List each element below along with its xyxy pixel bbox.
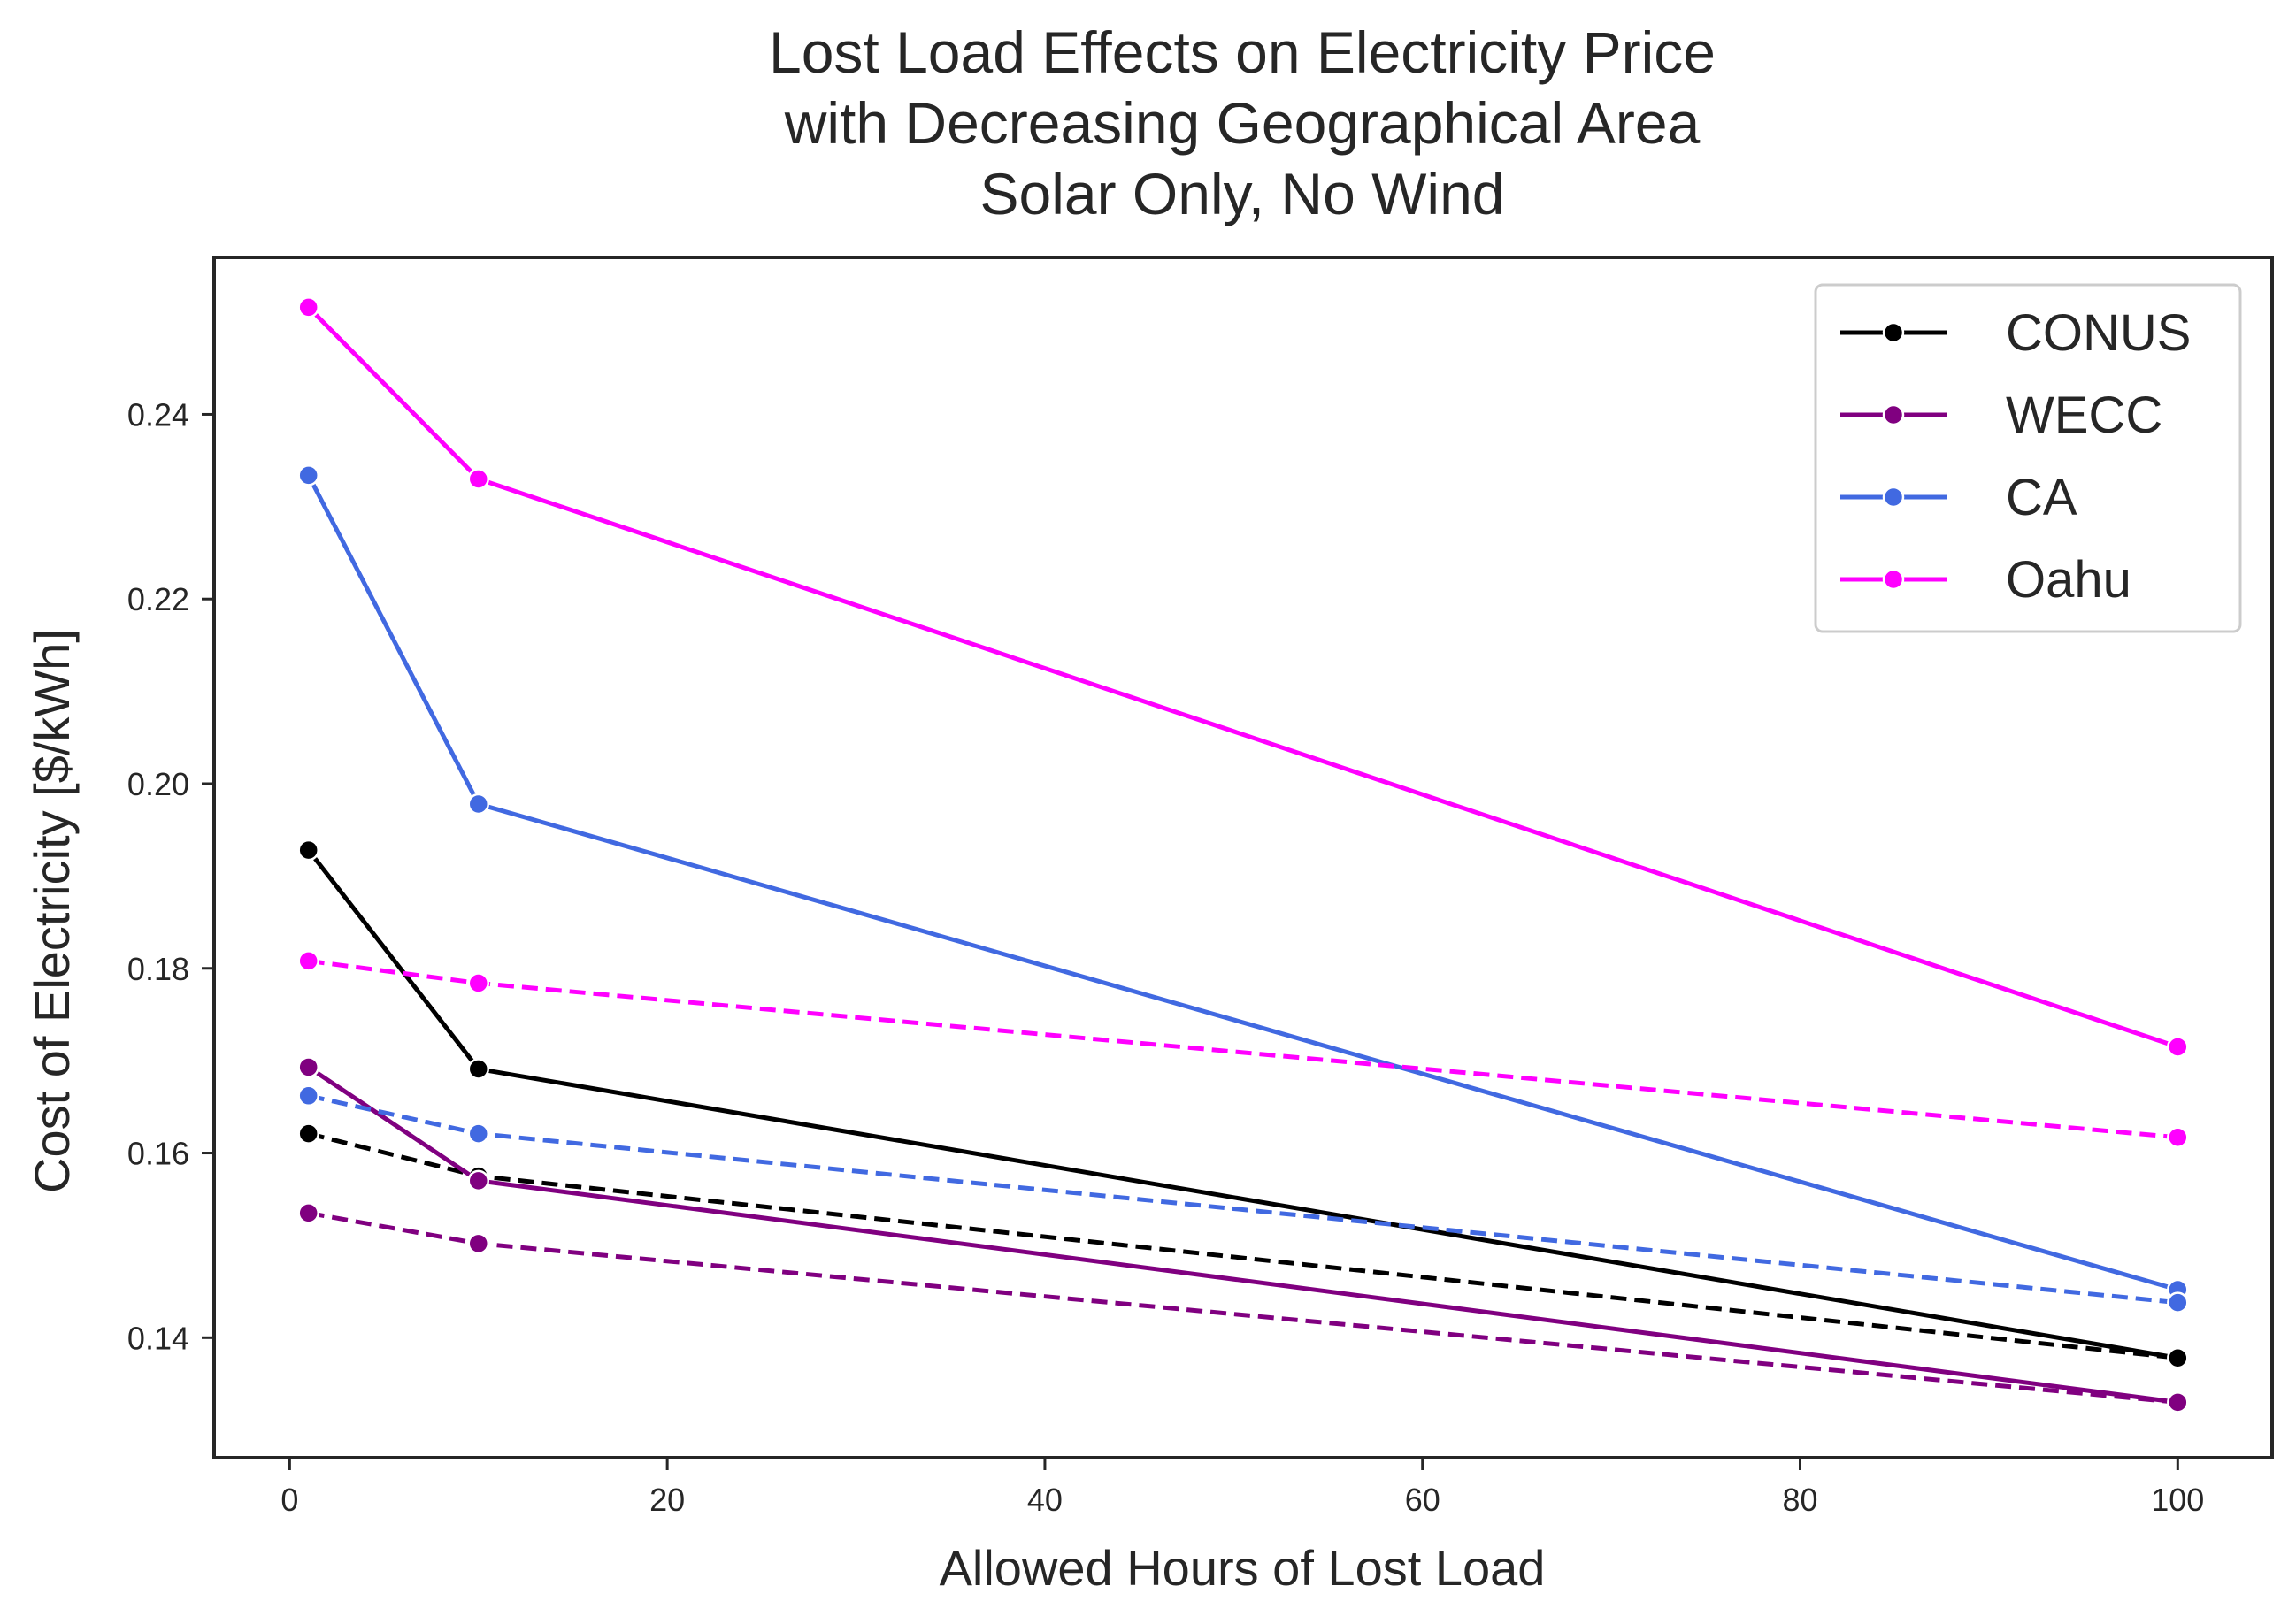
x-tick-label: 80: [1782, 1482, 1817, 1518]
series-line-wecc-dashed: [308, 1210, 2178, 1405]
series-oahu-solid: [297, 296, 2189, 1058]
series-conus-dashed: [297, 1122, 2189, 1369]
series-ca-dashed: [297, 1084, 2189, 1314]
plot-frame: [212, 256, 2274, 1459]
legend-label: CA: [2006, 469, 2077, 526]
y-tick-label: 0.20: [127, 766, 189, 802]
data-point-conus: [2167, 1347, 2189, 1369]
series-line-conus-dashed: [308, 1131, 2178, 1360]
data-point-ca: [467, 1122, 490, 1145]
x-tick-label: 40: [1027, 1482, 1063, 1518]
legend-label: Oahu: [2006, 551, 2131, 609]
legend-frame: [1814, 283, 2242, 633]
legend-swatch-marker: [1882, 568, 1905, 591]
chart-title-line-2: with Decreasing Geographical Area: [784, 90, 1701, 156]
x-axis: 0 20 40 60 80 100: [280, 1458, 2204, 1518]
data-point-wecc: [467, 1169, 490, 1192]
legend-item-conus: CONUS: [1840, 304, 2191, 362]
x-tick-label: 60: [1405, 1482, 1440, 1518]
y-axis-label: Cost of Electricity [$/kWh]: [24, 629, 80, 1193]
series-wecc-dashed: [297, 1202, 2189, 1413]
legend-label: CONUS: [2006, 304, 2191, 362]
series-conus-solid: [297, 839, 2189, 1369]
data-point-oahu: [297, 296, 319, 318]
data-point-ca: [467, 793, 490, 816]
x-tick-label: 100: [2151, 1482, 2204, 1518]
series-group: [297, 296, 2189, 1413]
data-point-ca: [297, 464, 319, 486]
x-axis-label: Allowed Hours of Lost Load: [940, 1540, 1546, 1596]
y-tick-label: 0.24: [127, 396, 189, 433]
data-point-oahu: [467, 468, 490, 490]
y-tick-label: 0.14: [127, 1320, 189, 1356]
data-point-conus: [467, 1058, 490, 1080]
chart-title-line-3: Solar Only, No Wind: [980, 161, 1505, 226]
plot-area: [212, 256, 2274, 1459]
chart-title: Lost Load Effects on Electricity Price w…: [769, 19, 1716, 226]
legend-swatch-marker: [1882, 321, 1905, 344]
data-point-oahu: [467, 972, 490, 994]
data-point-wecc: [297, 1202, 319, 1224]
data-point-conus: [297, 839, 319, 862]
y-tick-label: 0.22: [127, 581, 189, 617]
y-axis: 0.14 0.16 0.18 0.20 0.22 0.24: [127, 396, 214, 1356]
legend-swatch-marker: [1882, 486, 1905, 509]
data-point-conus: [297, 1122, 319, 1145]
series-line-wecc-solid: [307, 1065, 2178, 1405]
data-point-oahu: [2167, 1126, 2189, 1149]
chart-title-line-1: Lost Load Effects on Electricity Price: [769, 19, 1716, 85]
data-point-ca: [297, 1084, 319, 1107]
series-oahu-dashed: [297, 950, 2189, 1149]
x-tick-label: 20: [649, 1482, 685, 1518]
y-tick-label: 0.18: [127, 951, 189, 987]
legend-item-ca: CA: [1840, 469, 2077, 526]
data-point-ca: [2167, 1291, 2189, 1314]
legend-item-oahu: Oahu: [1840, 551, 2131, 609]
data-point-oahu: [2167, 1036, 2189, 1058]
data-point-wecc: [467, 1232, 490, 1255]
data-point-oahu: [297, 950, 319, 972]
x-tick-label: 0: [280, 1482, 298, 1518]
legend-label: WECC: [2006, 387, 2162, 444]
series-line-oahu-dashed: [308, 958, 2178, 1140]
data-point-wecc: [297, 1056, 319, 1078]
y-tick-label: 0.16: [127, 1136, 189, 1172]
data-point-wecc: [2167, 1391, 2189, 1413]
legend-item-wecc: WECC: [1840, 387, 2162, 444]
legend: CONUS WECC CA Oahu: [1814, 283, 2242, 633]
legend-swatch-marker: [1882, 403, 1905, 426]
